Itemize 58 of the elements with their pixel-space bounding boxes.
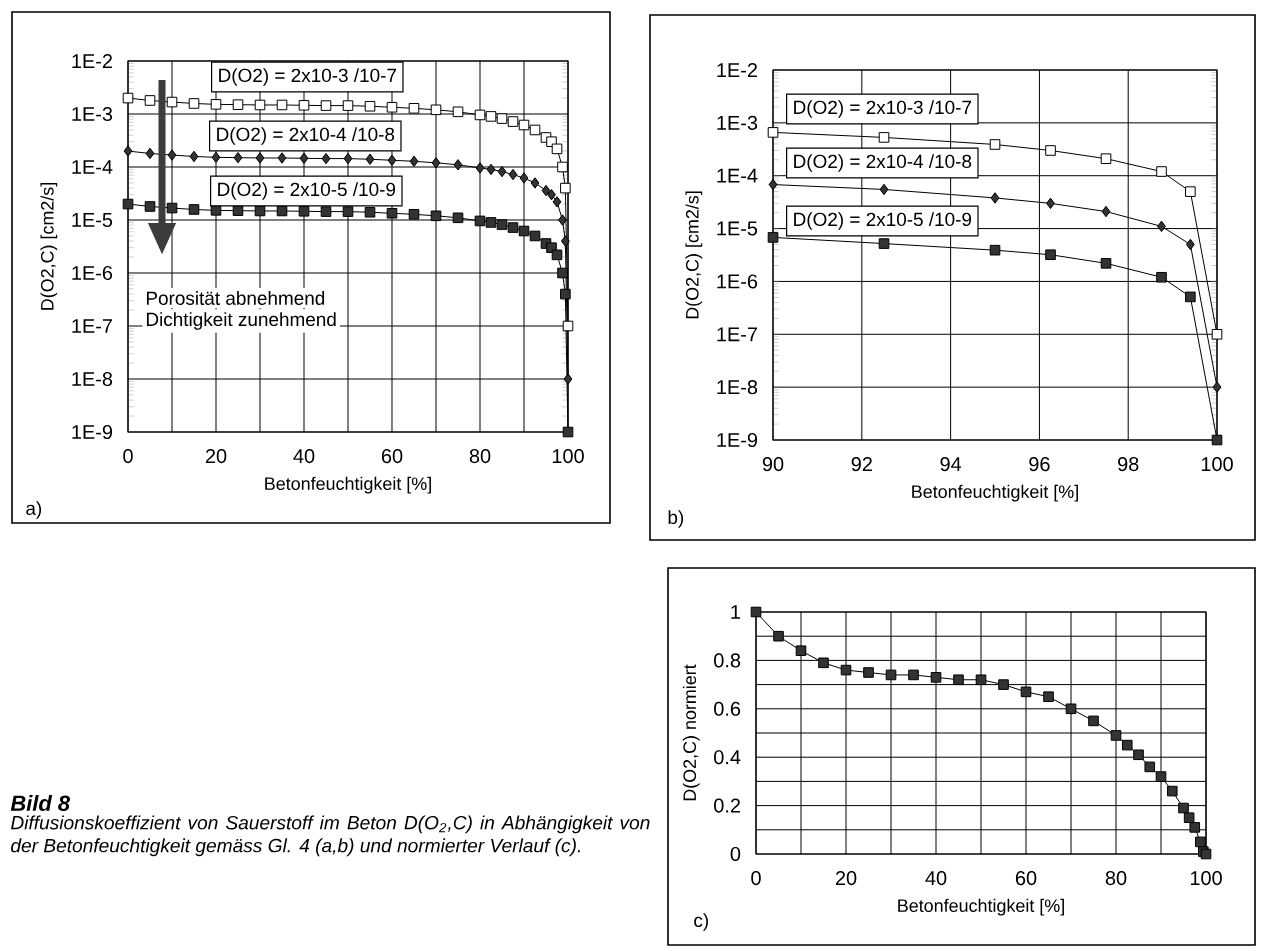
- y-tick-label: 0: [730, 846, 741, 862]
- y-tick-label: 1E-8: [72, 371, 113, 387]
- x-axis-title: Betonfeuchtigkeit [%]: [898, 898, 1064, 916]
- text: Diffusionskoeffizient von Sauerstoff im Beton D(O$_{2}$,C) in Abhängigkeit von der Betonfeuchtigkeit gemäss Gl. 4 (a,b) und normierter Verlauf (c).: [10, 815, 650, 857]
- y-tick-label: 1E-2: [72, 54, 112, 68]
- x-tick-label: 100: [1201, 457, 1233, 472]
- x-tick-label: 100: [552, 449, 584, 464]
- x-tick-label: 0: [123, 449, 133, 464]
- series-label: D(O2) = 2x10-4 /10-8: [217, 127, 395, 145]
- x-tick-label: 40: [293, 449, 315, 464]
- x-tick-label: 80: [469, 449, 491, 464]
- y-tick-label: 1E-2: [717, 63, 757, 77]
- y-axis-title: D(O2,C) [cm2/s]: [40, 183, 58, 310]
- x-tick-label: 20: [205, 449, 227, 464]
- y-tick-label: 1E-5: [717, 221, 758, 236]
- y-axis-title: D(O2,C) normiert: [682, 664, 700, 801]
- y-tick-label: 1E-6: [72, 265, 113, 281]
- text: b): [668, 510, 684, 528]
- x-tick-label: 20: [835, 871, 857, 886]
- x-tick-label: 60: [1015, 871, 1037, 886]
- series-label: D(O2) = 2x10-5 /10-9: [218, 182, 396, 200]
- text: Bild 8: [10, 794, 71, 812]
- series-label: D(O2) = 2x10-5 /10-9: [794, 212, 972, 230]
- y-tick-label: 1E-4: [717, 168, 758, 183]
- x-axis-title: Betonfeuchtigkeit [%]: [912, 484, 1078, 502]
- x-tick-label: 100: [1190, 871, 1222, 886]
- y-tick-label: 0.6: [714, 701, 741, 716]
- x-tick-label: 98: [1118, 457, 1139, 472]
- x-tick-label: 80: [1105, 871, 1127, 886]
- y-tick-label: 1E-7: [717, 327, 757, 342]
- x-tick-label: 96: [1029, 457, 1050, 472]
- y-tick-label: 1E-8: [717, 380, 758, 395]
- y-tick-label: 1E-7: [72, 319, 112, 333]
- y-tick-label: 0.8: [714, 653, 741, 668]
- y-tick-label: 1E-9: [717, 432, 758, 448]
- x-tick-label: 92: [851, 457, 872, 472]
- y-axis-title: D(O2,C) [cm2/s]: [685, 191, 703, 319]
- annotation: Dichtigkeit zunehmend: [146, 312, 336, 330]
- x-tick-label: 40: [925, 871, 947, 886]
- y-tick-label: 0.4: [714, 750, 741, 765]
- annotation: Porosität abnehmend: [146, 291, 325, 305]
- y-tick-label: 0.2: [714, 798, 740, 813]
- y-tick-label: 1E-4: [72, 160, 113, 174]
- y-tick-label: 1E-6: [717, 274, 758, 289]
- series-label: D(O2) = 2x10-3 /10-7: [219, 68, 397, 86]
- y-tick-label: 1E-5: [72, 213, 113, 227]
- y-tick-label: 1E-9: [72, 424, 113, 440]
- y-tick-label: 1E-3: [717, 115, 758, 130]
- text: a): [26, 501, 42, 519]
- x-tick-label: 60: [381, 449, 403, 464]
- y-tick-label: 1E-3: [72, 106, 113, 122]
- series-label: D(O2) = 2x10-3 /10-7: [794, 100, 972, 118]
- text: c): [694, 913, 708, 931]
- x-tick-label: 94: [940, 457, 962, 472]
- x-axis-title: Betonfeuchtigkeit [%]: [265, 476, 431, 494]
- y-tick-label: 1: [731, 605, 741, 619]
- x-tick-label: 90: [762, 457, 784, 472]
- series-label: D(O2) = 2x10-4 /10-8: [794, 154, 972, 172]
